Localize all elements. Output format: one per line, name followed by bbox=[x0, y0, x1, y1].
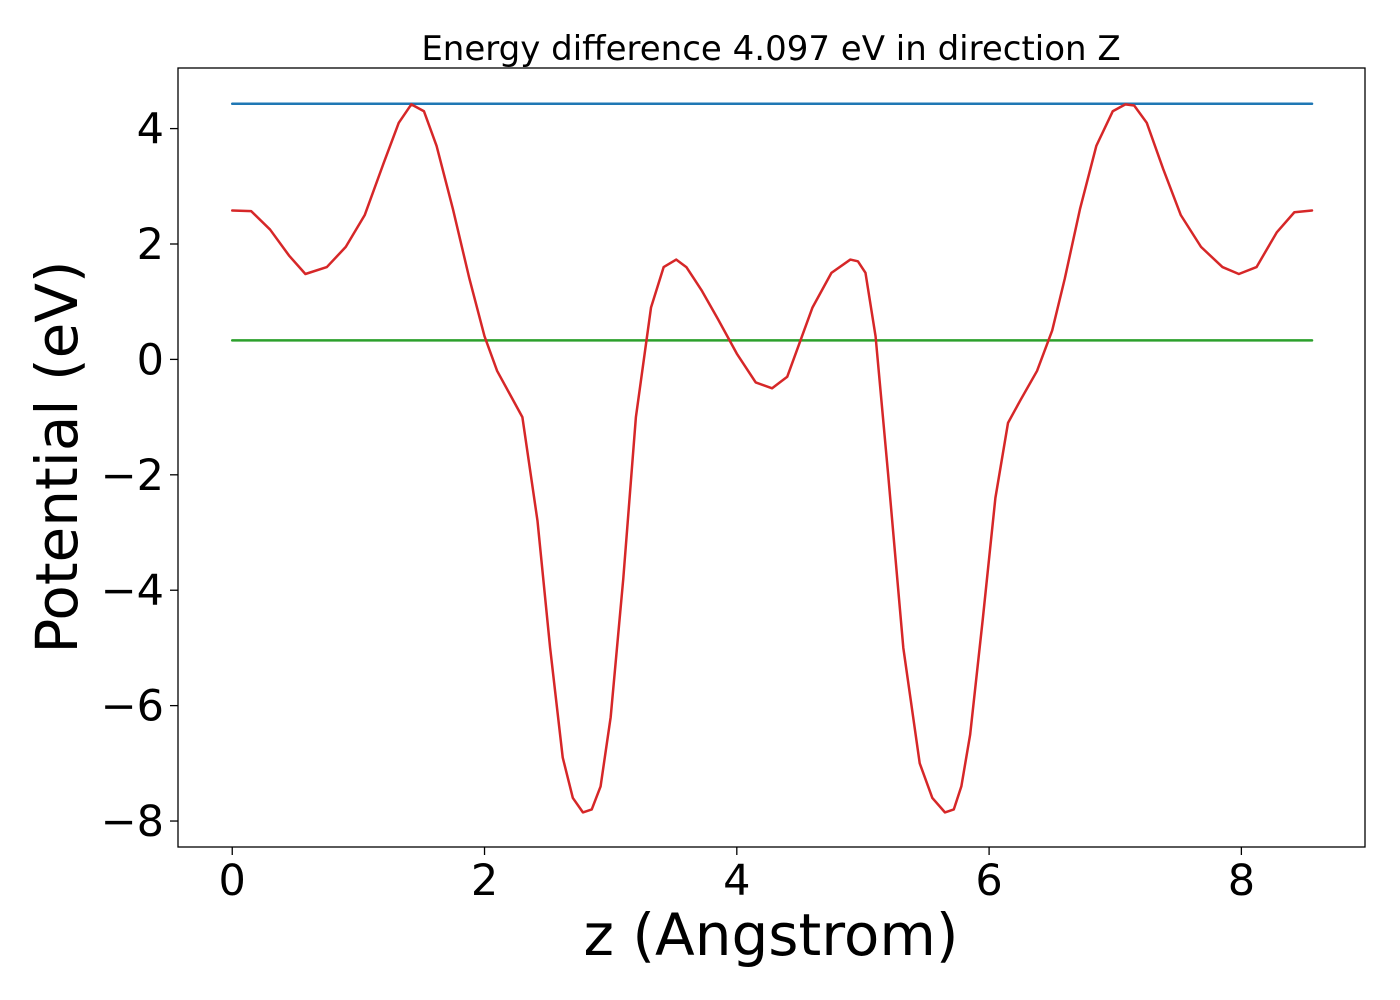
y-axis-ticks: −8 −6 −4 −2 0 2 4 bbox=[101, 105, 178, 847]
y-tick-label: −8 bbox=[101, 797, 164, 847]
x-axis-label: z (Angstrom) bbox=[584, 901, 959, 969]
x-axis-ticks: 0 2 4 6 8 bbox=[219, 847, 1255, 906]
y-tick-label: −4 bbox=[101, 566, 164, 616]
x-tick-label: 6 bbox=[975, 856, 1002, 906]
y-tick-label: 0 bbox=[137, 335, 164, 385]
y-tick-label: 4 bbox=[137, 105, 164, 155]
x-tick-label: 2 bbox=[471, 856, 498, 906]
y-tick-label: −6 bbox=[101, 682, 164, 732]
y-axis-label: Potential (eV) bbox=[23, 260, 91, 653]
series-line-3 bbox=[230, 103, 1314, 814]
plot-frame bbox=[177, 67, 1366, 848]
series-layer bbox=[230, 102, 1314, 814]
chart-title: Energy difference 4.097 eV in direction … bbox=[421, 29, 1120, 69]
y-tick-label: 2 bbox=[137, 220, 164, 270]
x-tick-label: 8 bbox=[1228, 856, 1255, 906]
y-tick-label: −2 bbox=[101, 451, 164, 501]
x-tick-label: 4 bbox=[723, 856, 750, 906]
x-tick-label: 0 bbox=[219, 856, 246, 906]
